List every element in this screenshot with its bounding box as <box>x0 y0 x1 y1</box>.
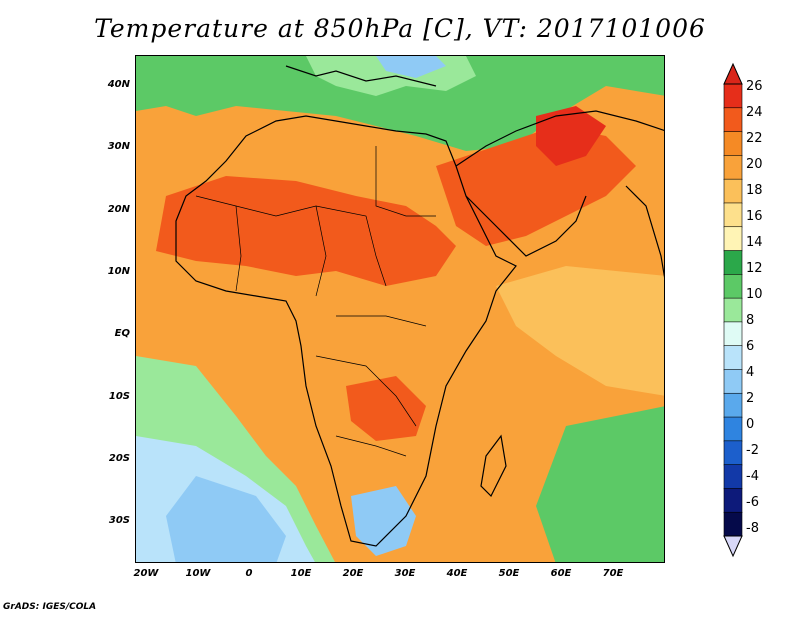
colorbar-level-label: 6 <box>746 339 755 354</box>
colorbar-level-label: 18 <box>746 183 763 198</box>
colorbar-swatch <box>723 345 743 371</box>
india-coastline <box>625 185 664 278</box>
temperature-zone-colder-atlantic <box>166 476 286 562</box>
colorbar-swatch <box>723 511 743 537</box>
colorbar-level-label: 22 <box>746 131 763 146</box>
temperature-zone-hottest-iran <box>536 106 606 166</box>
colorbar-swatch <box>723 488 743 514</box>
colorbar-level-label: 12 <box>746 261 763 276</box>
colorbar-level-label: 24 <box>746 105 763 120</box>
colorbar-level-label: -4 <box>746 469 759 484</box>
temperature-zone-hot-sahara <box>156 176 456 286</box>
lat-tick-label: 30S <box>108 515 130 526</box>
lon-tick-label: 10W <box>185 568 211 579</box>
colorbar-swatch <box>723 202 743 228</box>
colorbar-level-label: 8 <box>746 313 755 328</box>
lat-tick-label: 20N <box>107 204 130 215</box>
colorbar-bottom-arrow <box>723 535 743 558</box>
colorbar-swatch <box>723 83 743 109</box>
colorbar-swatch <box>723 250 743 276</box>
border-line <box>375 146 436 217</box>
colorbar <box>723 62 743 558</box>
colorbar-level-label: -2 <box>746 443 759 458</box>
lat-tick-label: 10S <box>108 391 130 402</box>
colorbar-swatch <box>723 321 743 347</box>
colorbar-level-label: 26 <box>746 79 763 94</box>
border-line <box>235 205 242 292</box>
lat-tick-label: EQ <box>114 328 130 339</box>
colorbar-swatch <box>723 178 743 204</box>
lon-tick-label: 50E <box>498 568 520 579</box>
coastlines <box>175 65 664 547</box>
colorbar-swatch <box>723 226 743 252</box>
lon-tick-label: 10E <box>290 568 312 579</box>
colorbar-top-arrow <box>723 62 743 85</box>
grads-credit: GrADS: IGES/COLA <box>3 602 97 612</box>
colorbar-level-label: 10 <box>746 287 763 302</box>
map-title: Temperature at 850hPa [C], VT: 201710100… <box>94 14 706 43</box>
lat-tick-label: 40N <box>107 79 130 90</box>
colorbar-swatch <box>723 131 743 157</box>
lat-tick-label: 30N <box>107 141 130 152</box>
temperature-map <box>135 55 665 563</box>
temperature-zone-south-indian <box>536 406 664 562</box>
africa-coastline <box>175 115 517 547</box>
colorbar-swatch <box>723 464 743 490</box>
colorbar-swatch <box>723 274 743 299</box>
lon-tick-label: 20W <box>133 568 159 579</box>
border-line <box>315 355 417 427</box>
colorbar-level-label: -8 <box>746 521 759 536</box>
colorbar-swatch <box>723 107 743 133</box>
temperature-zone-indian-ocean <box>496 266 664 396</box>
lon-tick-label: 40E <box>446 568 468 579</box>
colorbar-level-label: 16 <box>746 209 763 224</box>
temperature-zone-cool-north <box>136 56 664 151</box>
colorbar-level-label: 0 <box>746 417 755 432</box>
arabia-coastline <box>465 195 587 257</box>
colorbar-swatch <box>723 155 743 180</box>
temperature-zone-cold-north <box>376 56 446 78</box>
madagascar-coastline <box>480 434 507 498</box>
lon-tick-label: 20E <box>342 568 364 579</box>
lon-tick-label: 30E <box>394 568 416 579</box>
lat-tick-label: 10N <box>107 266 130 277</box>
colorbar-level-label: 4 <box>746 365 755 380</box>
map-canvas <box>136 56 664 562</box>
colorbar-swatch <box>723 440 743 466</box>
lon-tick-label: 70E <box>602 568 624 579</box>
border-line <box>336 315 427 327</box>
lat-tick-label: 20S <box>108 453 130 464</box>
country-borders <box>195 146 436 457</box>
border-line <box>335 435 407 457</box>
colorbar-swatch <box>723 369 743 395</box>
colorbar-swatch <box>723 392 743 418</box>
colorbar-swatch <box>723 416 743 442</box>
colorbar-level-label: 20 <box>746 157 763 172</box>
europe-coastline <box>285 65 437 87</box>
colorbar-level-label: 2 <box>746 391 755 406</box>
temperature-zone-hot-central <box>346 376 426 441</box>
border-line <box>315 205 327 297</box>
colorbar-swatch <box>723 297 743 323</box>
colorbar-level-label: -6 <box>746 495 759 510</box>
lon-tick-label: 0 <box>245 568 253 579</box>
asia-coastline <box>455 110 664 167</box>
lon-tick-label: 60E <box>550 568 572 579</box>
temperature-zone-south-africa <box>351 486 416 556</box>
colorbar-level-label: 14 <box>746 235 763 250</box>
